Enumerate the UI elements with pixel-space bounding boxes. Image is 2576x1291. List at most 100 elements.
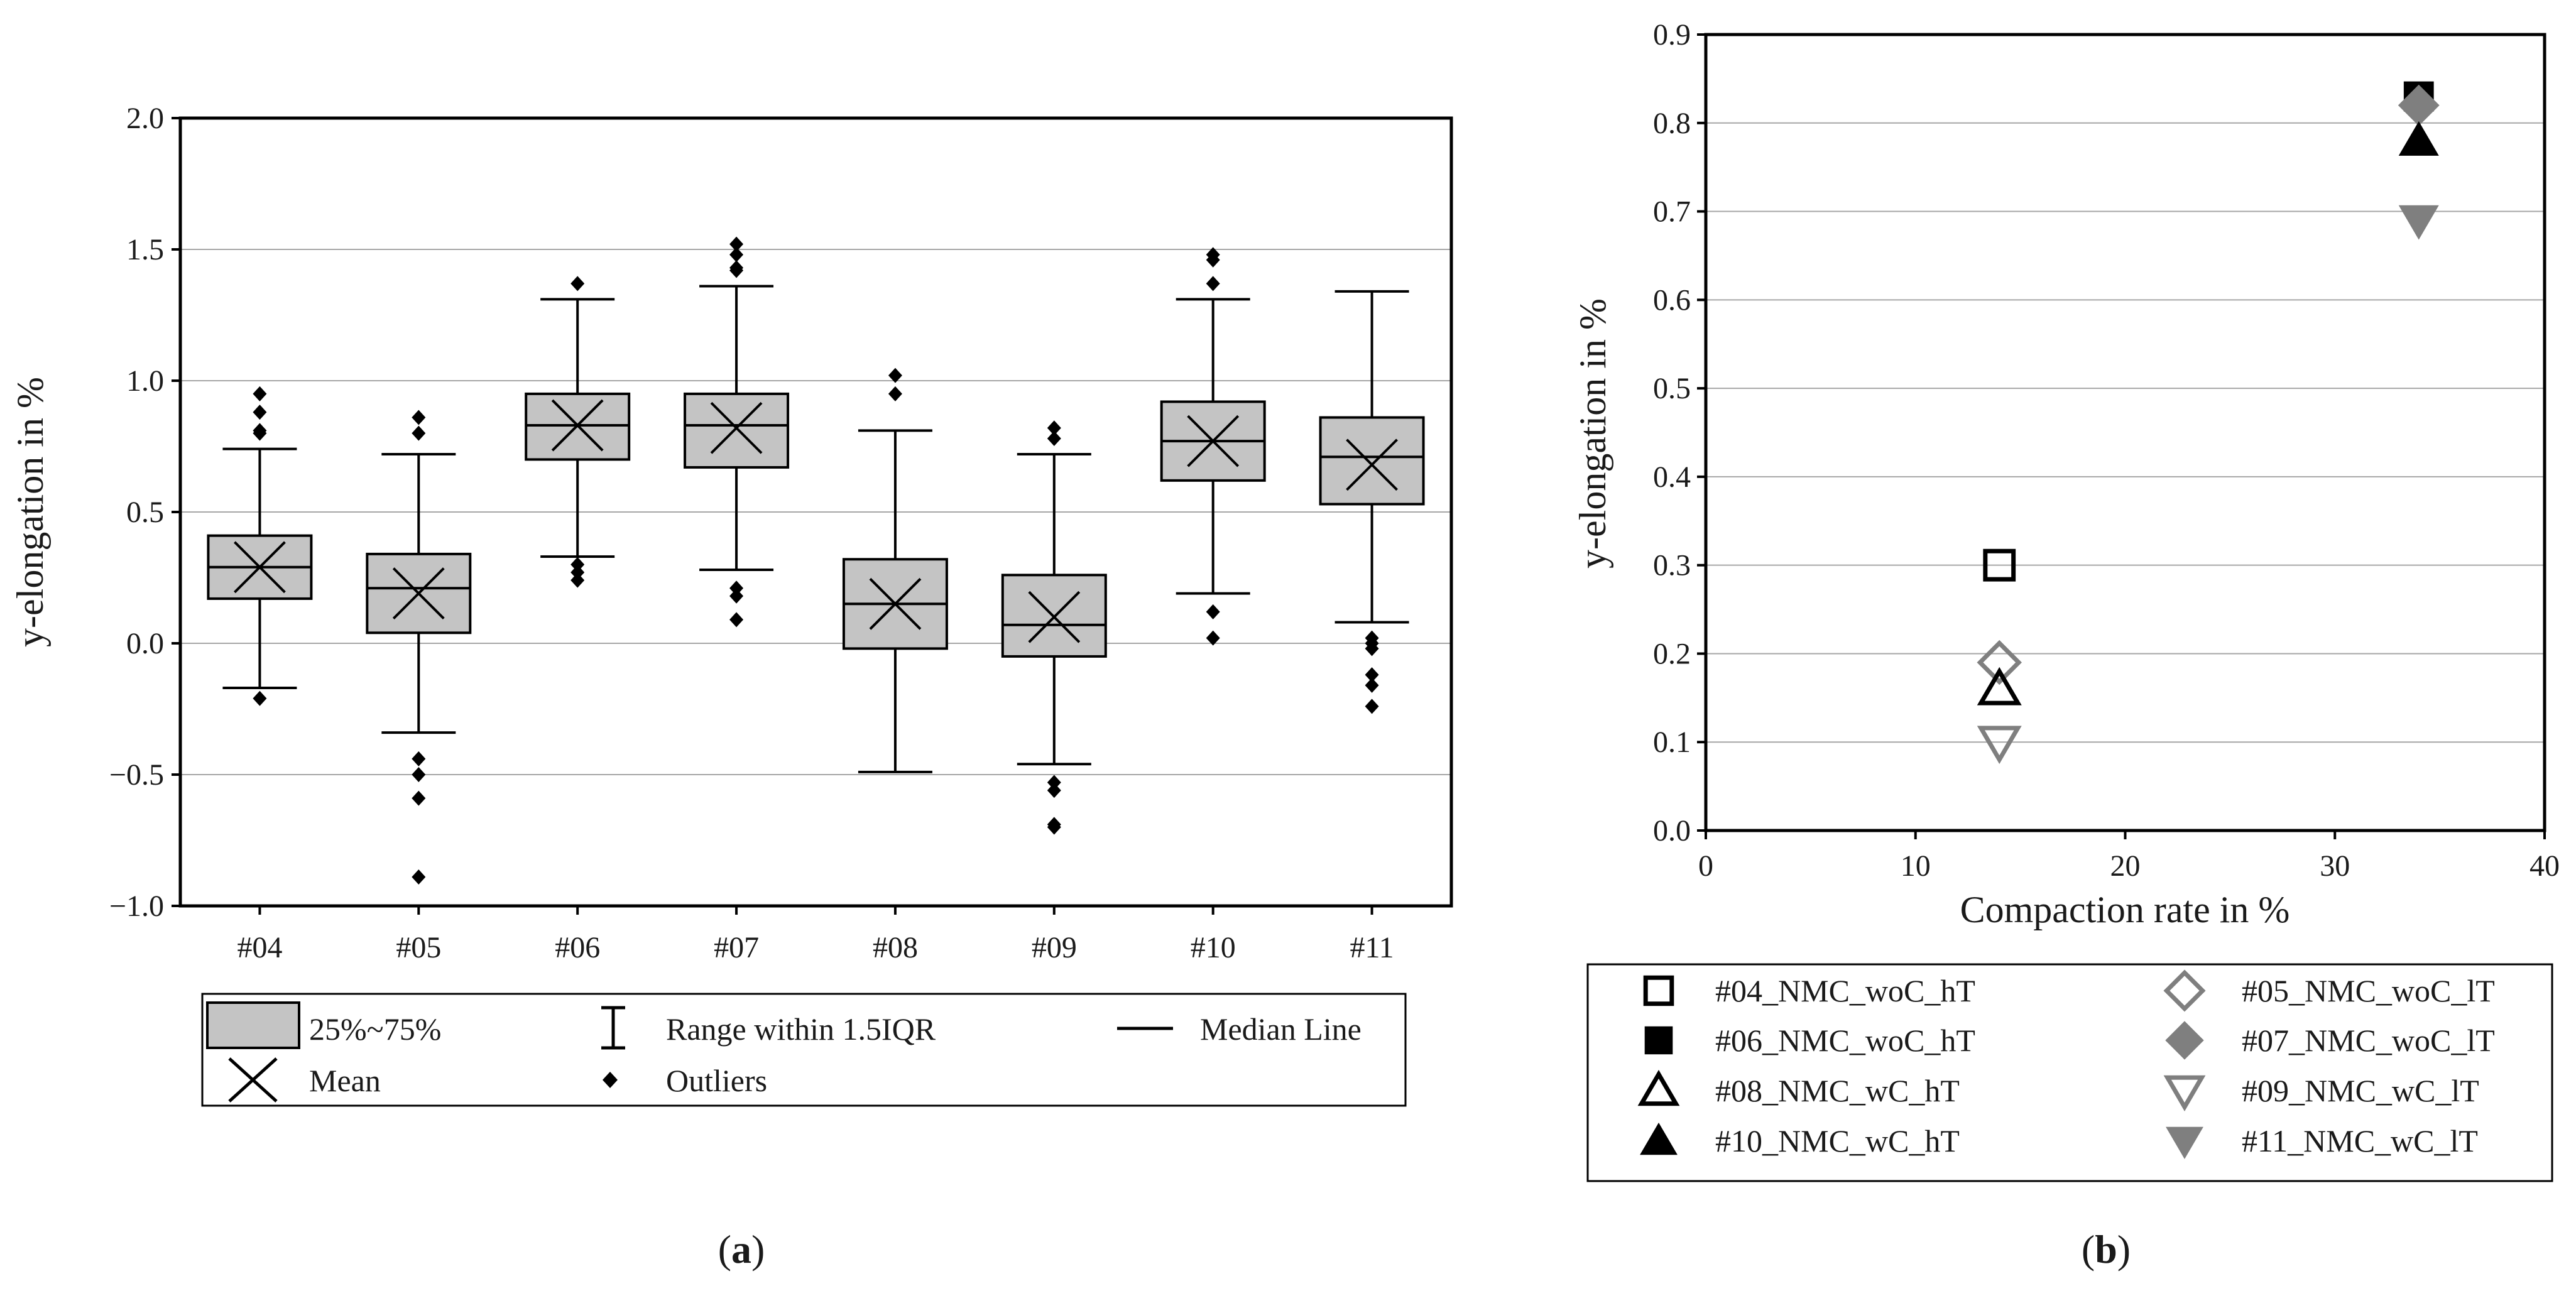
b-data-points <box>1977 81 2440 765</box>
b-legend-marker <box>2165 1021 2204 1060</box>
outlier-point <box>412 767 426 782</box>
a-x-tick-label: #08 <box>873 931 918 964</box>
box-08 <box>842 368 948 773</box>
b-legend-entry: #05_NMC_woC_lT <box>2163 969 2495 1012</box>
point-11 <box>2398 205 2439 240</box>
b-x-axis-label: Compaction rate in % <box>1960 889 2290 930</box>
b-legend-label: #06_NMC_woC_hT <box>1715 1023 1975 1058</box>
a-x-ticks: #04 #05 #06 #07 #08 #09 #10 #11 <box>237 906 1394 964</box>
mean-marker <box>392 567 445 619</box>
b-y-tick-label: 0.7 <box>1653 195 1691 229</box>
outlier-point <box>729 236 744 252</box>
outlier-point <box>1206 276 1220 291</box>
outlier-point <box>570 572 585 588</box>
outlier-point <box>1365 677 1379 693</box>
outlier-point <box>412 410 426 425</box>
a-y-tick-label: 0.0 <box>126 627 164 660</box>
outlier-point <box>1365 641 1379 656</box>
b-x-tick-label: 40 <box>2530 849 2560 883</box>
a-x-tick-label: #09 <box>1032 931 1077 964</box>
b-legend-marker <box>2163 1075 2206 1111</box>
outlier-point <box>412 425 426 441</box>
a-legend-entry-outlier: Outliers <box>603 1063 767 1098</box>
b-legend-entry: #04_NMC_woC_hT <box>1643 973 1975 1008</box>
b-legend-marker <box>2166 1126 2203 1159</box>
outlier-point <box>729 580 744 596</box>
box-07 <box>684 236 790 628</box>
outlier-point <box>1047 775 1061 790</box>
outlier-point <box>412 790 426 806</box>
outlier-point <box>570 276 585 291</box>
b-legend-marker <box>1637 1070 1680 1106</box>
outlier-point <box>253 405 267 420</box>
b-legend-entry: #09_NMC_wC_lT <box>2163 1073 2479 1111</box>
iqr-box <box>1319 416 1425 506</box>
b-legend-label: #10_NMC_wC_hT <box>1715 1123 1960 1158</box>
panel-a-label: (a) <box>718 1227 765 1272</box>
outlier-point <box>888 368 902 383</box>
range-icon <box>601 1006 625 1050</box>
b-legend-entry: #06_NMC_woC_hT <box>1644 1023 1975 1058</box>
b-legend-label: #07_NMC_woC_lT <box>2242 1023 2495 1058</box>
outlier-point <box>1365 667 1379 683</box>
box-05 <box>366 410 472 885</box>
point-10 <box>2398 121 2439 156</box>
b-legend-marker <box>1644 1026 1673 1055</box>
mean-marker <box>869 577 922 630</box>
b-y-axis-label: y-elongation in % <box>1572 298 1613 569</box>
outlier-point <box>570 565 585 580</box>
outlier-point <box>412 751 426 766</box>
b-y-tick-label: 0.2 <box>1653 637 1691 670</box>
a-legend-entry-median: Median Line <box>1117 1011 1362 1047</box>
b-legend-entries: #04_NMC_woC_hT #05_NMC_woC_lT #06_NMC_woC_… <box>1637 969 2495 1159</box>
b-legend-entry: #10_NMC_wC_hT <box>1640 1123 1960 1158</box>
a-x-tick-label: #04 <box>237 931 282 964</box>
outlier-point <box>729 588 744 604</box>
b-legend-label: #04_NMC_woC_hT <box>1715 973 1975 1008</box>
outlier-point <box>888 386 902 401</box>
b-legend-label: #09_NMC_wC_lT <box>2242 1073 2479 1108</box>
a-boxes <box>207 236 1425 885</box>
box-11 <box>1319 290 1425 714</box>
a-y-tick-label: −1.0 <box>109 890 164 923</box>
a-x-tick-label: #11 <box>1350 931 1394 964</box>
b-y-tick-label: 0.4 <box>1653 460 1691 494</box>
outlier-point <box>1047 430 1061 446</box>
mean-marker <box>551 399 604 452</box>
a-y-tick-label: 2.0 <box>126 102 164 135</box>
point-04 <box>1983 548 2016 582</box>
a-legend-label-range: Range within 1.5IQR <box>666 1011 936 1047</box>
outlier-diamond-icon <box>603 1072 618 1088</box>
a-y-ticks: −1.0 −0.5 0.0 0.5 1.0 1.5 2.0 <box>109 102 180 923</box>
point-08 <box>1977 667 2022 705</box>
b-y-tick-label: 0.3 <box>1653 549 1691 582</box>
outlier-point <box>1206 252 1220 268</box>
box-swatch <box>206 1001 300 1049</box>
b-y-tick-label: 0.0 <box>1653 814 1691 847</box>
b-legend-label: #08_NMC_wC_hT <box>1715 1073 1960 1108</box>
a-legend: 25%~75% Range within 1.5IQR Median Line … <box>201 993 1407 1107</box>
a-x-tick-label: #06 <box>555 931 600 964</box>
b-legend-label: #05_NMC_woC_lT <box>2242 973 2495 1008</box>
a-gridlines <box>180 249 1451 775</box>
point-09 <box>1977 726 2022 765</box>
a-legend-entry-mean: Mean <box>228 1057 381 1103</box>
b-legend-frame <box>1586 963 2553 1182</box>
outlier-point <box>729 263 744 278</box>
b-legend-marker <box>2163 969 2206 1012</box>
b-y-tick-label: 0.8 <box>1653 107 1691 140</box>
box-04 <box>207 386 313 706</box>
a-legend-label-outlier: Outliers <box>666 1063 767 1098</box>
a-x-tick-label: #05 <box>396 931 441 964</box>
mean-marker <box>1028 591 1081 643</box>
b-legend: #04_NMC_woC_hT #05_NMC_woC_lT #06_NMC_woC_… <box>1586 963 2553 1182</box>
outlier-point <box>253 386 267 401</box>
a-y-tick-label: 1.5 <box>126 233 164 266</box>
box-10 <box>1160 247 1266 646</box>
a-y-tick-label: −0.5 <box>109 758 164 792</box>
outlier-point <box>253 690 267 706</box>
b-x-tick-label: 20 <box>2110 849 2141 883</box>
a-legend-label-median: Median Line <box>1200 1011 1362 1047</box>
b-legend-marker <box>1643 975 1674 1006</box>
